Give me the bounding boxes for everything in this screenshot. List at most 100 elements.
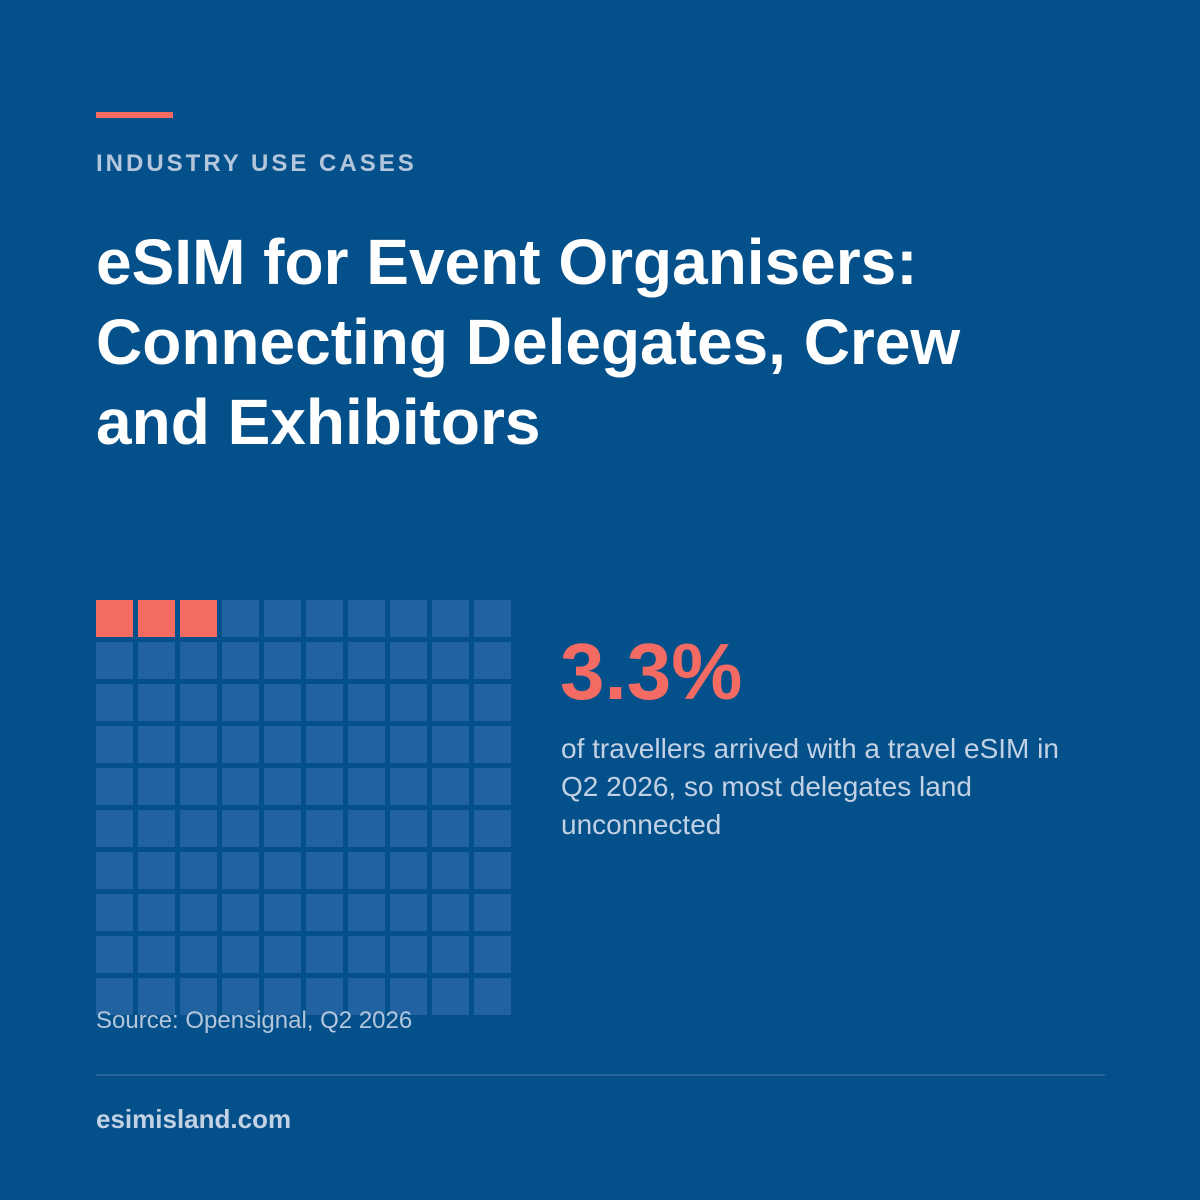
waffle-cell [348,768,385,805]
waffle-cell [180,936,217,973]
waffle-cell [432,894,469,931]
waffle-cell [306,894,343,931]
waffle-cell [180,768,217,805]
waffle-cell [432,936,469,973]
waffle-cell [222,894,259,931]
waffle-cell [348,852,385,889]
waffle-cell [222,684,259,721]
waffle-cell [390,768,427,805]
waffle-cell [138,936,175,973]
waffle-cell [138,852,175,889]
waffle-cell [264,600,301,637]
waffle-cell [348,810,385,847]
waffle-cell [348,936,385,973]
page-title: eSIM for Event Organisers: Connecting De… [96,222,1106,462]
waffle-cell [474,852,511,889]
waffle-cell [138,978,175,1015]
waffle-cell [96,726,133,763]
waffle-cell [432,852,469,889]
waffle-cell [390,600,427,637]
waffle-cell [390,810,427,847]
source-note: Source: Opensignal, Q2 2026 [96,1007,413,1034]
waffle-cell [180,810,217,847]
waffle-cell [96,852,133,889]
waffle-cell [432,684,469,721]
waffle-cell [264,684,301,721]
title-line-2: Connecting Delegates, Crew [96,306,961,378]
waffle-cell [138,894,175,931]
waffle-cell [432,726,469,763]
waffle-cell [138,726,175,763]
waffle-cell [138,684,175,721]
waffle-cell [180,642,217,679]
waffle-cell [264,642,301,679]
waffle-cell [390,852,427,889]
waffle-cell [264,978,301,1015]
waffle-cell [432,978,469,1015]
waffle-cell [432,810,469,847]
waffle-cell [306,768,343,805]
waffle-cell [474,978,511,1015]
waffle-cell [390,936,427,973]
waffle-cell [180,978,217,1015]
waffle-cell [348,726,385,763]
accent-bar [96,112,173,118]
category-label: INDUSTRY USE CASES [96,150,417,177]
waffle-cell [306,642,343,679]
stat-value: 3.3% [560,627,743,716]
waffle-cell [306,978,343,1015]
waffle-cell [348,684,385,721]
waffle-cell [138,642,175,679]
waffle-cell [222,936,259,973]
waffle-cell [222,642,259,679]
waffle-cell [306,726,343,763]
waffle-cell [222,810,259,847]
waffle-cell [474,768,511,805]
waffle-cell [348,978,385,1015]
waffle-cell [222,978,259,1015]
waffle-cell [474,600,511,637]
waffle-cell [474,726,511,763]
waffle-cell-filled [96,600,133,637]
waffle-cell [264,894,301,931]
waffle-cell [180,894,217,931]
waffle-cell [474,684,511,721]
waffle-cell [306,852,343,889]
waffle-cell [348,642,385,679]
waffle-cell [96,894,133,931]
footer-divider [96,1074,1105,1076]
waffle-cell [390,726,427,763]
waffle-cell [306,936,343,973]
waffle-cell [264,810,301,847]
waffle-cell [138,768,175,805]
waffle-cell [138,810,175,847]
title-line-3: and Exhibitors [96,386,541,458]
stat-caption: of travellers arrived with a travel eSIM… [561,733,1059,840]
waffle-cell [474,936,511,973]
waffle-cell [222,726,259,763]
waffle-cell [390,894,427,931]
site-url: esimisland.com [96,1104,292,1134]
waffle-cell [96,978,133,1015]
waffle-cell [264,852,301,889]
waffle-cell [180,684,217,721]
waffle-cell [474,810,511,847]
waffle-cell [432,642,469,679]
waffle-chart [96,600,512,1016]
waffle-cell [96,768,133,805]
waffle-cell [264,936,301,973]
waffle-cell [432,600,469,637]
waffle-cell [306,600,343,637]
waffle-cell [264,768,301,805]
waffle-cell [432,768,469,805]
waffle-cell [222,600,259,637]
waffle-cell [390,978,427,1015]
waffle-cell-filled [180,600,217,637]
title-line-1: eSIM for Event Organisers: [96,226,918,298]
waffle-cell [348,600,385,637]
waffle-cell [180,726,217,763]
waffle-cell [180,852,217,889]
waffle-cell [264,726,301,763]
waffle-cell [306,810,343,847]
waffle-cell [222,768,259,805]
